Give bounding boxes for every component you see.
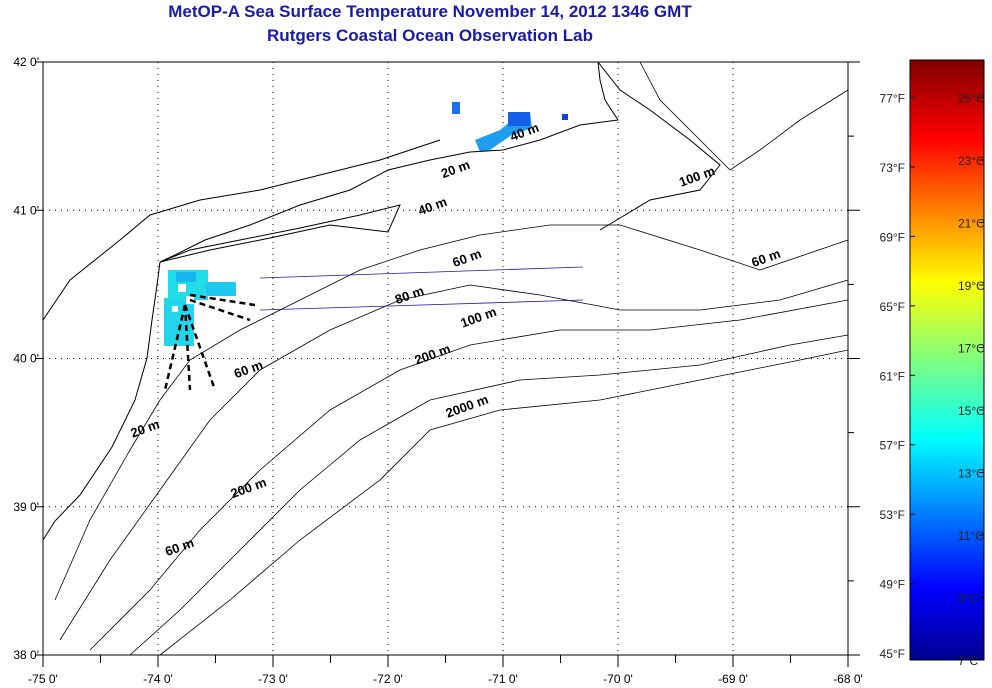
x-tick-label: -74 0' — [143, 672, 173, 686]
fahrenheit-label: 53°F — [880, 508, 905, 522]
y-tick-label: 40 0' — [13, 352, 39, 366]
fahrenheit-label: 69°F — [880, 230, 905, 244]
map-title: MetOP-A Sea Surface Temperature November… — [168, 2, 692, 21]
x-tick-label: -69 0' — [718, 672, 748, 686]
contour-label: 100 m — [677, 163, 717, 190]
x-tick-label: -72 0' — [373, 672, 403, 686]
dashed-rays — [163, 293, 256, 391]
colorbar-ticks: 7°C 9°C 11°C 13°C 15°C 17°C 19°C 21°C 23°C 25°C 45… — [880, 92, 986, 669]
y-tick-label: 39 0' — [13, 500, 39, 514]
contour-label: 60 m — [163, 535, 196, 559]
x-tick-label: -71 0' — [488, 672, 518, 686]
depth-contours — [54, 61, 849, 656]
contour-label: 100 m — [459, 304, 499, 331]
fahrenheit-label: 57°F — [880, 439, 905, 453]
contour-label: 200 m — [229, 474, 269, 501]
contour-label: 20 m — [439, 157, 472, 181]
y-tick-label: 42 0' — [13, 55, 39, 69]
fahrenheit-label: 73°F — [880, 161, 905, 175]
sst-patch-narragansett — [452, 102, 568, 152]
celsius-label: 21°C — [958, 217, 985, 231]
celsius-label: 7°C — [958, 654, 978, 668]
celsius-label: 23°C — [958, 154, 985, 168]
celsius-label: 15°C — [958, 404, 985, 418]
x-tick-label: -70 0' — [603, 672, 633, 686]
coastline — [42, 61, 721, 541]
contour-label: 60 m — [232, 357, 265, 381]
fahrenheit-label: 45°F — [880, 647, 905, 661]
contour-label: 80 m — [393, 283, 426, 307]
contour-label: 200 m — [413, 341, 453, 368]
fahrenheit-label: 49°F — [880, 578, 905, 592]
fahrenheit-label: 61°F — [880, 369, 905, 383]
colorbar — [909, 59, 985, 661]
contour-label: 40 m — [416, 194, 449, 218]
x-tick-label: -68 0' — [833, 672, 863, 686]
x-tick-label: -75 0' — [28, 672, 58, 686]
contour-label: 60 m — [450, 246, 483, 270]
celsius-label: 17°C — [958, 342, 985, 356]
fahrenheit-label: 65°F — [880, 300, 905, 314]
y-tick-label: 38 0' — [13, 648, 39, 662]
celsius-label: 13°C — [958, 467, 985, 481]
fahrenheit-label: 77°F — [880, 92, 905, 106]
axes: -75 0' -74 0' -73 0' -72 0' -71 0' -70 0' -69 … — [13, 55, 862, 686]
contour-label: 60 m — [749, 246, 782, 270]
celsius-label: 9°C — [958, 592, 978, 606]
contour-label: 20 m — [128, 416, 161, 440]
grid-lines — [42, 61, 849, 656]
celsius-label: 25°C — [958, 92, 985, 106]
x-tick-label: -73 0' — [258, 672, 288, 686]
y-tick-label: 41 0' — [13, 203, 39, 217]
map-subtitle: Rutgers Coastal Ocean Observation Lab — [267, 26, 593, 45]
celsius-label: 11°C — [958, 529, 984, 543]
celsius-label: 19°C — [958, 279, 985, 293]
contour-label: 2000 m — [444, 392, 491, 421]
sst-patch-ny-bight — [164, 270, 236, 346]
